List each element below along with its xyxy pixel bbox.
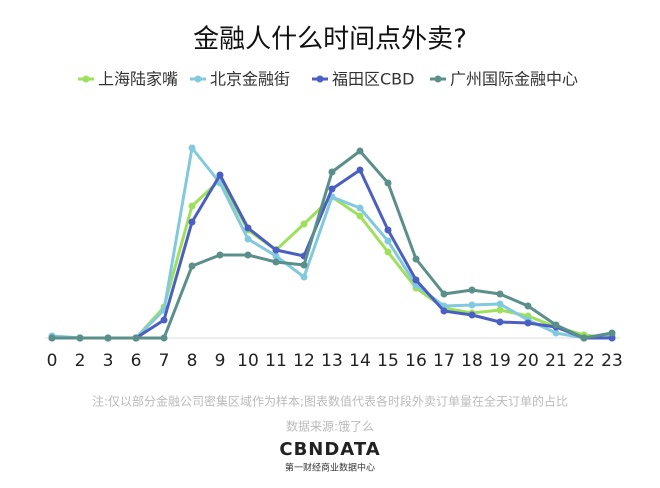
series-line xyxy=(52,149,613,340)
x-tick-label: 22 xyxy=(573,351,595,371)
legend-label: 广州国际金融中心 xyxy=(450,70,578,89)
point xyxy=(300,273,308,281)
point xyxy=(328,185,336,193)
point xyxy=(496,300,504,308)
point xyxy=(468,301,476,309)
point xyxy=(356,166,364,174)
note: 注:仅以部分金融公司密集区域作为样本;图表数值代表各时段外卖订单量在全天订单的占… xyxy=(92,394,568,409)
point xyxy=(132,334,140,342)
point xyxy=(188,262,196,270)
point xyxy=(384,179,392,187)
point xyxy=(496,290,504,298)
point xyxy=(244,235,252,243)
point xyxy=(216,171,224,179)
point xyxy=(552,329,560,337)
source: 数据来源:饿了么 xyxy=(286,419,374,434)
point xyxy=(244,224,252,232)
point xyxy=(272,258,280,266)
point xyxy=(272,246,280,254)
x-tick-label: 17 xyxy=(433,351,455,371)
x-tick-label: 2 xyxy=(75,351,86,371)
point xyxy=(580,334,588,342)
point xyxy=(160,316,168,324)
point xyxy=(216,251,224,259)
x-tick-label: 19 xyxy=(489,351,511,371)
x-tick-label: 21 xyxy=(545,351,567,371)
point xyxy=(356,147,364,155)
point xyxy=(496,306,504,314)
point xyxy=(300,220,308,228)
x-tick-label: 3 xyxy=(103,351,114,371)
point xyxy=(440,307,448,315)
point xyxy=(384,248,392,256)
point xyxy=(188,218,196,226)
point xyxy=(300,261,308,269)
point xyxy=(188,202,196,210)
point xyxy=(412,276,420,284)
legend-dot xyxy=(82,75,90,83)
point xyxy=(468,286,476,294)
x-tick-label: 0 xyxy=(47,351,58,371)
x-tick-label: 15 xyxy=(377,351,399,371)
x-tick-label: 10 xyxy=(237,351,259,371)
point xyxy=(384,237,392,245)
x-tick-label: 13 xyxy=(321,351,343,371)
point xyxy=(356,212,364,220)
x-tick-label: 23 xyxy=(601,351,623,371)
x-tick-label: 6 xyxy=(131,351,142,371)
point xyxy=(412,255,420,263)
point xyxy=(608,334,616,342)
point xyxy=(48,334,56,342)
point xyxy=(524,302,532,310)
point xyxy=(440,290,448,298)
point xyxy=(244,251,252,259)
legend-label: 北京金融街 xyxy=(210,70,290,89)
x-tick-label: 9 xyxy=(215,351,226,371)
point xyxy=(188,144,196,152)
x-tick-label: 14 xyxy=(349,351,371,371)
legend-dot xyxy=(434,75,442,83)
point xyxy=(328,168,336,176)
x-tick-label: 11 xyxy=(265,351,287,371)
legend-dot xyxy=(316,75,324,83)
logo-subtitle: 第一财经商业数据中心 xyxy=(285,462,375,474)
point xyxy=(104,334,112,342)
point xyxy=(76,334,84,342)
x-tick-label: 18 xyxy=(461,351,483,371)
point xyxy=(608,329,616,337)
x-tick-label: 8 xyxy=(187,351,198,371)
point xyxy=(272,252,280,260)
x-tick-label: 20 xyxy=(517,351,539,371)
logo: CBNDATA xyxy=(279,439,380,460)
x-tick-label: 16 xyxy=(405,351,427,371)
point xyxy=(496,318,504,326)
point xyxy=(468,311,476,319)
point xyxy=(552,321,560,329)
point xyxy=(160,334,168,342)
chart-title: 金融人什么时间点外卖? xyxy=(193,25,467,55)
legend-label: 福田区CBD xyxy=(332,70,414,89)
legend-dot xyxy=(194,75,202,83)
point xyxy=(524,319,532,327)
point xyxy=(384,226,392,234)
x-tick-label: 7 xyxy=(159,351,170,371)
point xyxy=(356,204,364,212)
x-tick-label: 12 xyxy=(293,351,315,371)
legend-label: 上海陆家嘴 xyxy=(98,70,178,89)
